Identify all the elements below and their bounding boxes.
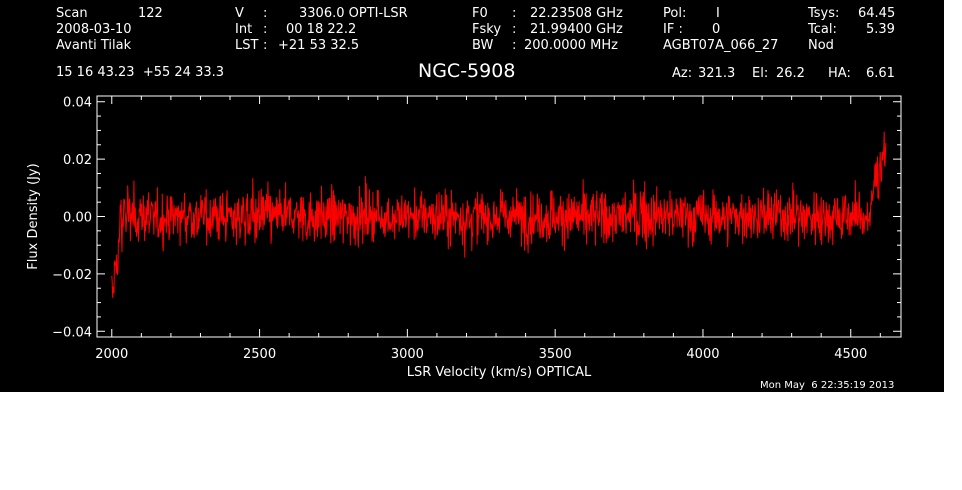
project-id: AGBT07A_066_27 [663,38,779,53]
f0-label: F0 [472,6,488,21]
scan-label: Scan [56,6,88,21]
tcal-value: 5.39 [866,22,895,37]
x-tick-label: 4000 [686,347,719,362]
int-sep: : [263,22,268,37]
az-label: Az: [672,66,693,81]
lst-sep: : [263,38,268,53]
velocity-value: 3306.0 OPTI-LSR [299,6,408,21]
y-tick-label: 0.00 [63,211,92,226]
bw-sep: : [512,38,517,53]
velocity-sep: : [263,6,268,21]
x-axis-label: LSR Velocity (km/s) OPTICAL [407,365,592,380]
bw-label: BW [472,38,494,53]
spectrum-series-line [111,131,887,298]
pol-value: I [716,6,720,21]
y-tick-label: −0.04 [52,325,92,340]
fsky-label: Fsky [472,22,502,37]
lst-label: LST [235,38,259,53]
el-label: El: [752,66,769,81]
el-value: 26.2 [776,66,805,81]
obs-mode: Nod [808,38,834,53]
lst-value: +21 53 32.5 [278,38,360,53]
int-label: Int [235,22,253,37]
x-tick-label: 2000 [95,347,128,362]
y-tick-label: 0.02 [63,153,92,168]
tsys-value: 64.45 [858,6,896,21]
observer-name: Avanti Tilak [56,38,132,53]
fsky-sep: : [512,22,517,37]
source-title: NGC-5908 [418,60,516,82]
render-timestamp: Mon May 6 22:35:19 2013 [760,380,895,391]
y-axis-label: Flux Density (Jy) [26,163,41,269]
fsky-value: 21.99400 GHz [530,22,623,37]
source-coordinates: 15 16 43.23 +55 24 33.3 [56,65,225,80]
tsys-label: Tsys: [808,6,840,21]
if-label: IF : [663,22,683,37]
f0-value: 22.23508 GHz [530,6,623,21]
spectrum-chart: 2000 2500 3000 3500 4000 4500 −0.04 −0.02 0.00 0.… [26,95,902,380]
x-tick-label: 3000 [391,347,424,362]
if-value: 0 [712,22,721,37]
tcal-label: Tcal: [808,22,837,37]
bw-value: 200.0000 MHz [524,38,618,53]
pol-label: Pol: [663,6,687,21]
y-tick-label: −0.02 [52,268,92,283]
int-value: 00 18 22.2 [286,22,357,37]
velocity-label: V [235,6,244,21]
x-tick-label: 2500 [243,347,276,362]
x-tick-label: 4500 [834,347,867,362]
scan-value: 122 [138,6,163,21]
az-value: 321.3 [698,66,736,81]
plot-panel: Scan 122 V : 3306.0 OPTI-LSR F0 : 22.235… [0,0,944,392]
ha-value: 6.61 [866,66,895,81]
f0-sep: : [512,6,517,21]
obs-date: 2008-03-10 [56,22,132,37]
y-tick-label: 0.04 [63,96,92,111]
ha-label: HA: [828,66,851,81]
x-tick-label: 3500 [539,347,572,362]
